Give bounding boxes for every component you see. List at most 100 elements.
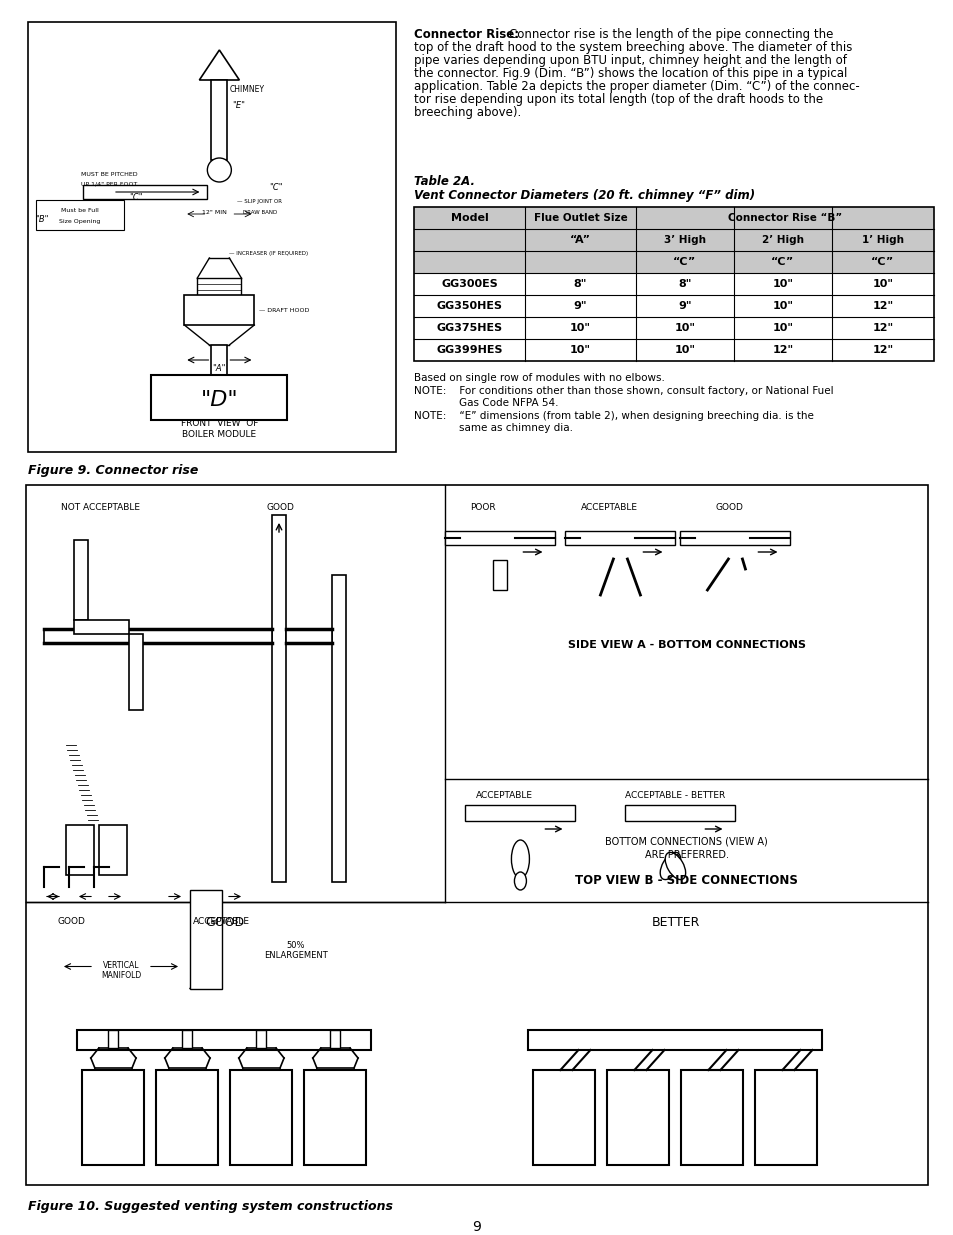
Bar xyxy=(231,1070,293,1165)
Text: GOOD: GOOD xyxy=(715,503,742,513)
Text: 9": 9" xyxy=(678,301,691,311)
Bar xyxy=(493,559,507,590)
Bar xyxy=(74,540,88,620)
Text: “C”: “C” xyxy=(870,257,894,267)
Text: Flue Outlet Size: Flue Outlet Size xyxy=(533,212,627,224)
Text: 50%: 50% xyxy=(287,941,305,951)
Text: 12": 12" xyxy=(872,345,893,354)
Text: Figure 10. Suggested venting system constructions: Figure 10. Suggested venting system cons… xyxy=(28,1200,393,1213)
Text: 10": 10" xyxy=(674,324,695,333)
Text: MUST BE PITCHED: MUST BE PITCHED xyxy=(81,172,137,177)
Text: 10": 10" xyxy=(674,345,695,354)
Text: Must be Full: Must be Full xyxy=(61,207,99,212)
Text: 8": 8" xyxy=(678,279,691,289)
Text: 10": 10" xyxy=(772,301,793,311)
Bar xyxy=(565,531,675,545)
Text: 8": 8" xyxy=(573,279,587,289)
Ellipse shape xyxy=(664,852,685,879)
Polygon shape xyxy=(199,49,239,80)
Ellipse shape xyxy=(659,852,679,879)
Bar xyxy=(184,295,254,325)
Text: breeching above).: breeching above). xyxy=(414,106,520,119)
Bar xyxy=(680,1070,742,1165)
Text: application. Table 2a depicts the proper diameter (Dim. “C”) of the connec-: application. Table 2a depicts the proper… xyxy=(414,80,859,93)
Text: GOOD: GOOD xyxy=(205,915,244,929)
Text: BOILER MODULE: BOILER MODULE xyxy=(182,430,256,438)
Bar xyxy=(36,200,124,230)
Text: MANIFOLD: MANIFOLD xyxy=(101,972,141,981)
Text: FRONT  VIEW  OF: FRONT VIEW OF xyxy=(180,419,257,429)
Text: 12": 12" xyxy=(872,301,893,311)
Bar xyxy=(286,629,332,643)
Bar xyxy=(190,889,222,988)
Text: "C": "C" xyxy=(269,183,283,191)
Text: 1’ High: 1’ High xyxy=(862,235,903,245)
Text: "E": "E" xyxy=(233,100,245,110)
Bar xyxy=(83,185,207,199)
Text: NOTE:    “E” dimensions (from table 2), when designing breeching dia. is the: NOTE: “E” dimensions (from table 2), whe… xyxy=(414,411,813,421)
Text: Model: Model xyxy=(450,212,488,224)
Circle shape xyxy=(207,158,232,182)
Text: 2’ High: 2’ High xyxy=(761,235,803,245)
Text: “A”: “A” xyxy=(569,235,590,245)
Text: ENLARGEMENT: ENLARGEMENT xyxy=(264,951,328,961)
Text: ACCEPTABLE: ACCEPTABLE xyxy=(475,790,532,800)
Text: 10": 10" xyxy=(872,279,893,289)
Bar xyxy=(445,531,555,545)
Text: ACCEPTABLE: ACCEPTABLE xyxy=(193,916,250,925)
Bar xyxy=(82,1070,144,1165)
Text: GOOD: GOOD xyxy=(57,916,85,925)
Text: Size Opening: Size Opening xyxy=(59,220,101,225)
Text: NOT ACCEPTABLE: NOT ACCEPTABLE xyxy=(61,503,140,513)
Text: ACCEPTABLE - BETTER: ACCEPTABLE - BETTER xyxy=(625,790,725,800)
Text: GG399HES: GG399HES xyxy=(436,345,502,354)
Bar xyxy=(607,1070,669,1165)
Bar xyxy=(414,207,933,361)
Text: DRAW BAND: DRAW BAND xyxy=(243,210,277,215)
Bar xyxy=(152,375,287,420)
Bar xyxy=(414,207,933,273)
Ellipse shape xyxy=(514,872,526,890)
Ellipse shape xyxy=(511,840,529,878)
Bar xyxy=(533,1070,595,1165)
Bar xyxy=(182,1030,193,1049)
Bar xyxy=(28,22,395,452)
Bar xyxy=(528,1030,821,1050)
Text: NOTE:    For conditions other than those shown, consult factory, or National Fue: NOTE: For conditions other than those sh… xyxy=(414,387,833,396)
Bar xyxy=(109,1030,118,1049)
Bar xyxy=(200,916,212,946)
Text: tor rise depending upon its total length (top of the draft hoods to the: tor rise depending upon its total length… xyxy=(414,93,822,106)
Text: Based on single row of modules with no elbows.: Based on single row of modules with no e… xyxy=(414,373,664,383)
Text: “C”: “C” xyxy=(673,257,696,267)
Text: BETTER: BETTER xyxy=(651,915,699,929)
Text: 10": 10" xyxy=(569,324,590,333)
Text: GG300ES: GG300ES xyxy=(440,279,497,289)
Bar xyxy=(272,515,286,882)
Text: UP 1/4" PER FOOT: UP 1/4" PER FOOT xyxy=(81,182,137,186)
Text: "C": "C" xyxy=(129,193,143,201)
Bar xyxy=(77,1030,371,1050)
Text: 10": 10" xyxy=(772,324,793,333)
Bar xyxy=(212,345,227,375)
Text: ACCEPTABLE: ACCEPTABLE xyxy=(579,503,637,513)
Text: 12" MIN: 12" MIN xyxy=(202,210,227,215)
Text: “C”: “C” xyxy=(771,257,794,267)
Text: BOTTOM CONNECTIONS (VIEW A): BOTTOM CONNECTIONS (VIEW A) xyxy=(605,836,767,846)
Text: Vent Connector Diameters (20 ft. chimney “F” dim): Vent Connector Diameters (20 ft. chimney… xyxy=(414,189,755,203)
Text: "A": "A" xyxy=(213,364,226,373)
Text: 9": 9" xyxy=(573,301,587,311)
Text: SIDE VIEW A - BOTTOM CONNECTIONS: SIDE VIEW A - BOTTOM CONNECTIONS xyxy=(567,640,805,650)
Bar xyxy=(212,80,227,161)
Text: 12": 12" xyxy=(872,324,893,333)
Text: GOOD: GOOD xyxy=(266,503,294,513)
Text: GG350HES: GG350HES xyxy=(436,301,502,311)
Bar xyxy=(156,1070,218,1165)
Text: Table 2A.: Table 2A. xyxy=(414,175,475,188)
Bar xyxy=(330,1030,340,1049)
Bar xyxy=(66,825,94,876)
Bar xyxy=(129,634,143,710)
Text: Figure 9. Connector rise: Figure 9. Connector rise xyxy=(28,464,198,477)
Text: the connector. Fig.9 (Dim. “B”) shows the location of this pipe in a typical: the connector. Fig.9 (Dim. “B”) shows th… xyxy=(414,67,846,80)
Text: GG375HES: GG375HES xyxy=(436,324,502,333)
Bar xyxy=(44,629,272,643)
